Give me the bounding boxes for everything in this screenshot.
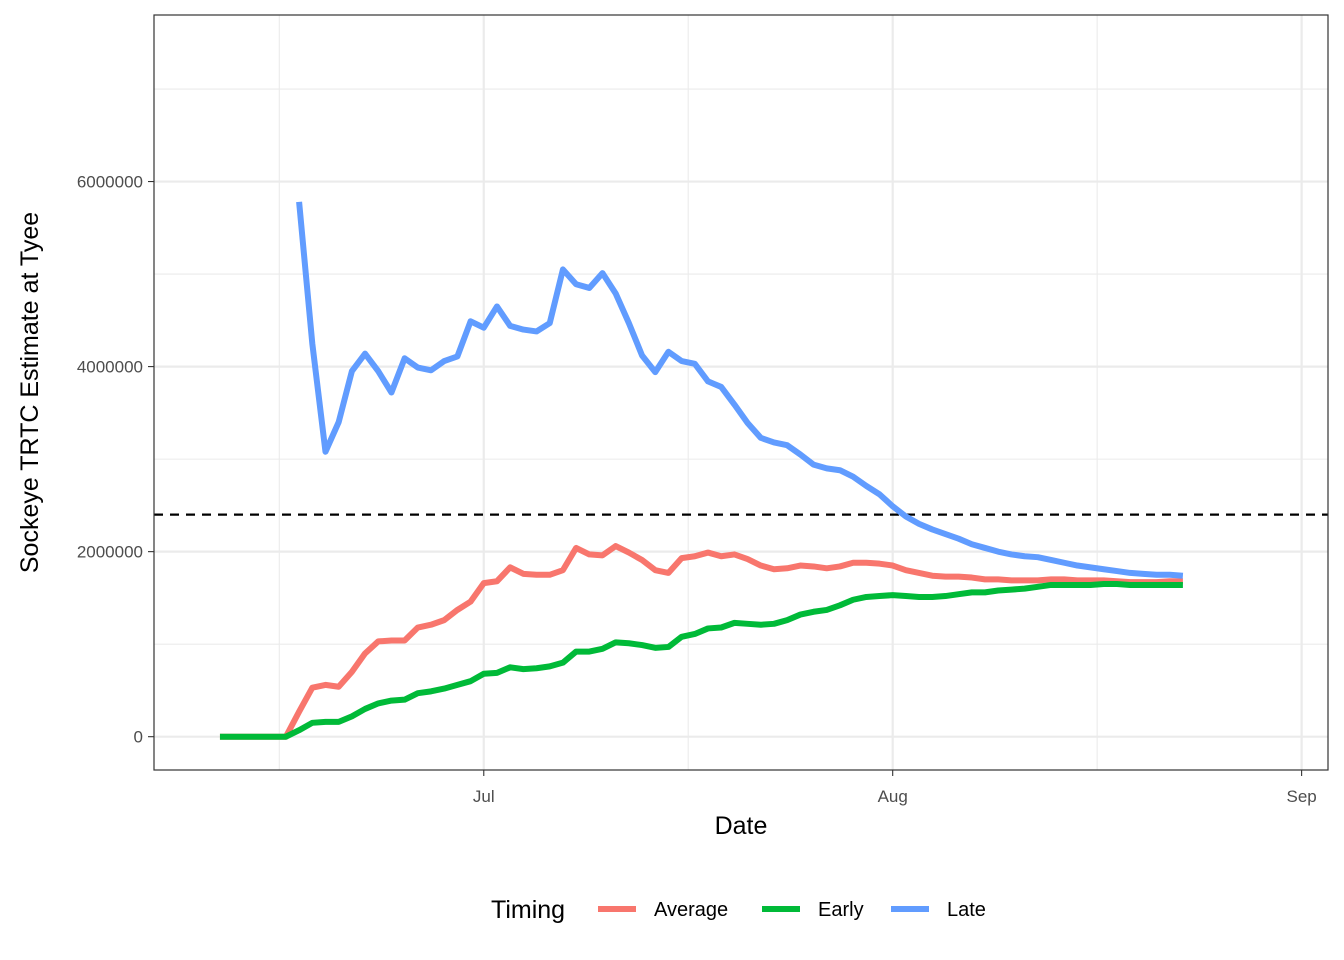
legend-items: Average Early Late <box>598 899 986 921</box>
plot-panel-border <box>153 14 1329 771</box>
legend-label-average: Average <box>654 899 728 921</box>
series-lines <box>219 201 1184 740</box>
legend-label-late: Late <box>947 899 986 921</box>
plot-panel <box>154 15 1328 770</box>
y-axis: 0 2000000 4000000 6000000 <box>77 173 154 747</box>
x-axis-title: Date <box>715 812 768 840</box>
series-line-early <box>219 581 1183 740</box>
x-tick-label: Jul <box>473 787 495 806</box>
major-gridlines <box>154 15 1328 770</box>
legend-title: Timing <box>491 896 565 924</box>
legend-label-early: Early <box>818 899 864 921</box>
y-tick-label: 2000000 <box>77 543 143 562</box>
minor-gridlines <box>154 15 1328 770</box>
y-tick-label: 0 <box>134 728 143 747</box>
x-tick-label: Aug <box>878 787 908 806</box>
series-line-average <box>219 543 1183 740</box>
legend: Timing Average Early Late <box>491 896 986 924</box>
y-axis-title: Sockeye TRTC Estimate at Tyee <box>16 212 44 573</box>
x-axis: Jul Aug Sep <box>473 770 1317 806</box>
y-tick-label: 4000000 <box>77 358 143 377</box>
y-tick-label: 6000000 <box>77 173 143 192</box>
x-tick-label: Sep <box>1286 787 1316 806</box>
series-line-late <box>296 201 1184 579</box>
